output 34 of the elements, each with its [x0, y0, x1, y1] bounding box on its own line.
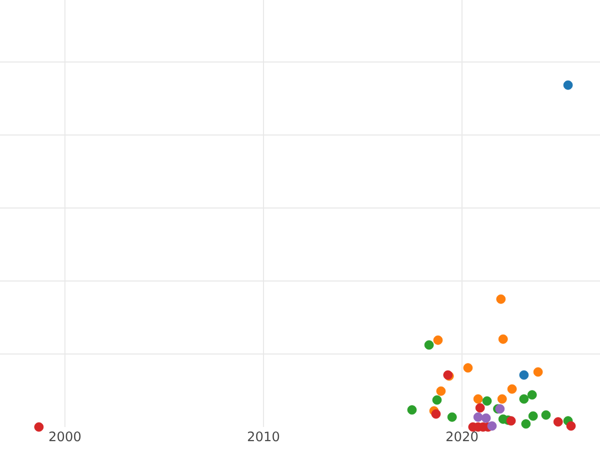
point: [431, 409, 441, 419]
point: [487, 421, 497, 431]
x-tick-label: 2020: [446, 432, 478, 442]
point: [475, 403, 485, 413]
point: [553, 417, 563, 427]
point: [482, 396, 492, 406]
point: [566, 421, 576, 431]
point: [533, 367, 543, 377]
point: [433, 335, 443, 345]
point: [527, 390, 537, 400]
point: [432, 395, 442, 405]
point: [519, 394, 529, 404]
point: [528, 411, 538, 421]
point: [407, 405, 417, 415]
point: [563, 80, 573, 90]
point: [498, 334, 508, 344]
point: [519, 370, 529, 380]
point: [495, 404, 505, 414]
point: [481, 413, 491, 423]
point: [447, 412, 457, 422]
point: [506, 416, 516, 426]
point: [424, 340, 434, 350]
point: [541, 410, 551, 420]
point: [463, 363, 473, 373]
point: [34, 422, 44, 432]
point: [521, 419, 531, 429]
point: [507, 384, 517, 394]
x-tick-label: 2010: [248, 432, 280, 442]
point: [436, 386, 446, 396]
point: [473, 412, 483, 422]
point: [473, 394, 483, 404]
point: [496, 294, 506, 304]
point: [497, 394, 507, 404]
x-tick-label: 2000: [49, 432, 81, 442]
